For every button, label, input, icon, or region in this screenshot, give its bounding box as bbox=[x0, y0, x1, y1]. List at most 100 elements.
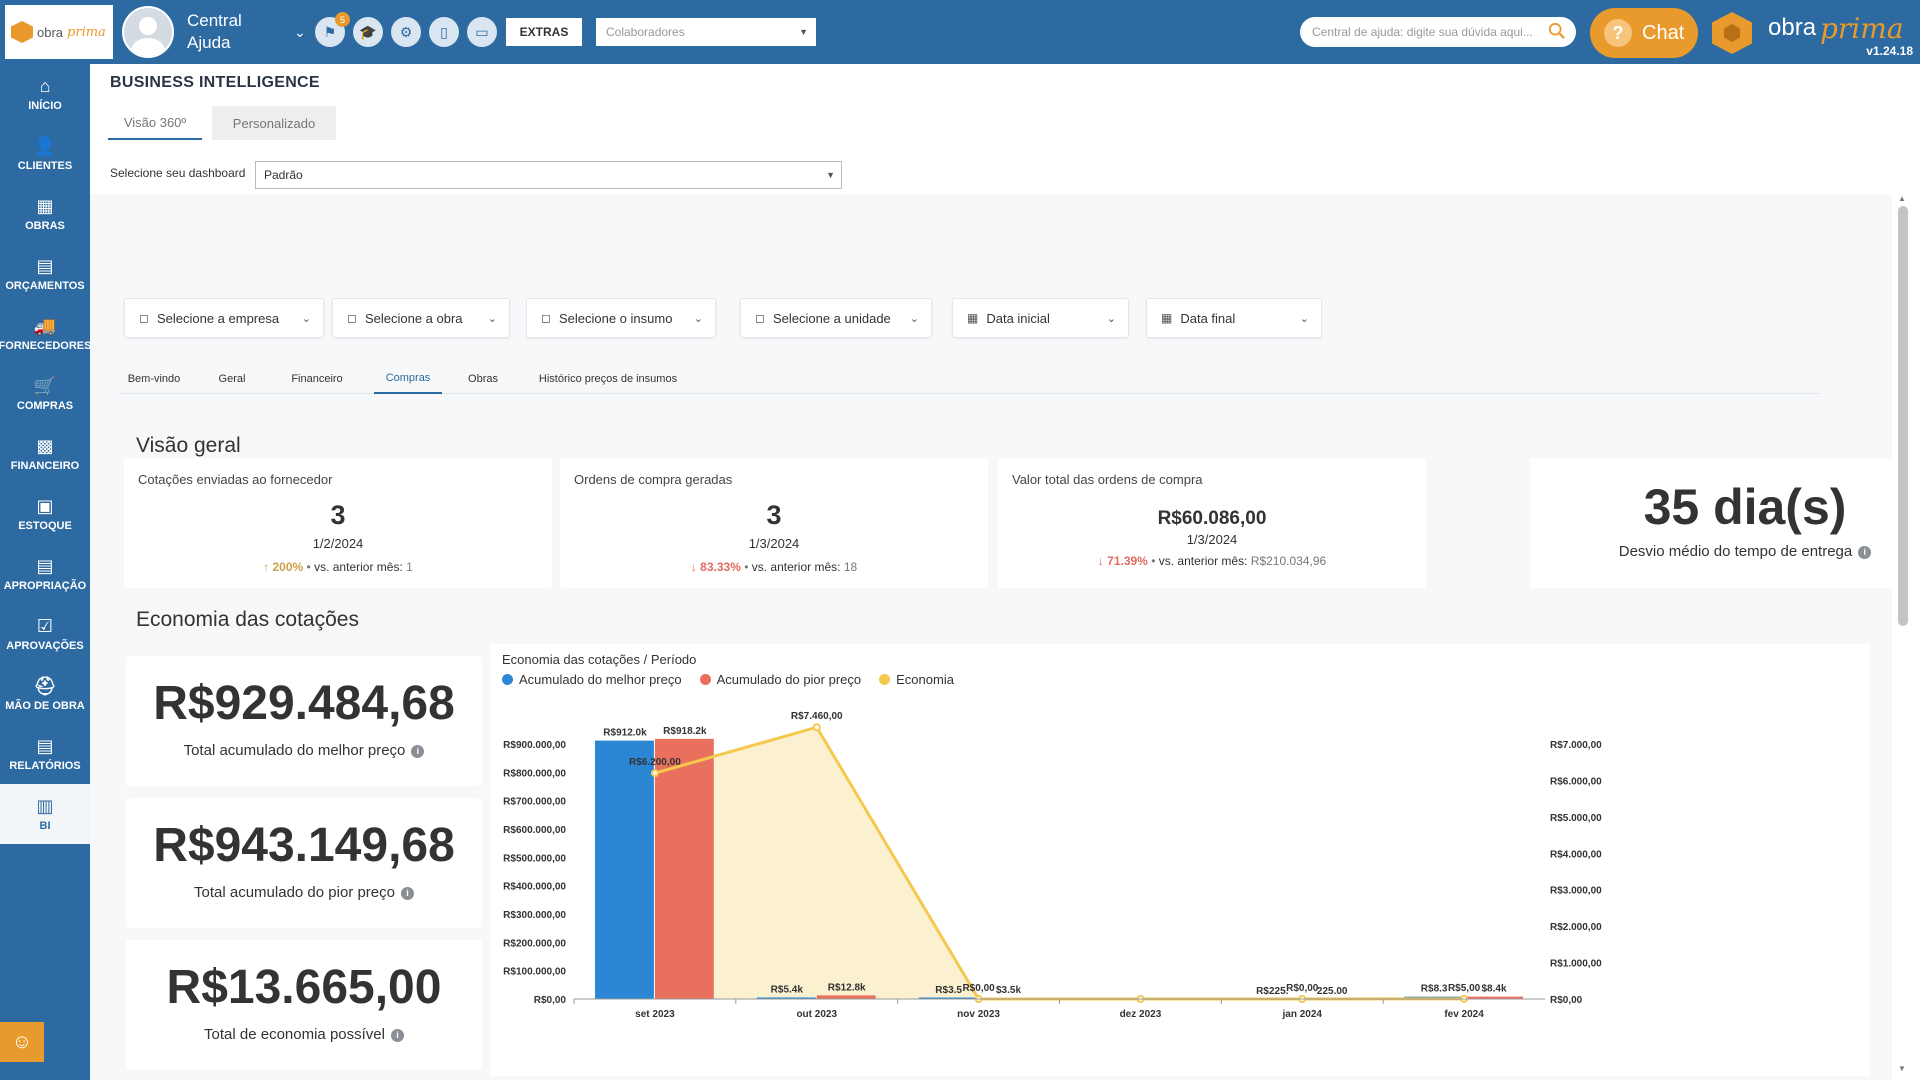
sidebar-item-or-amentos[interactable]: ▤ ORÇAMENTOS bbox=[0, 244, 90, 304]
chevron-down-icon: ⌄ bbox=[301, 312, 311, 325]
info-icon[interactable]: i bbox=[390, 1028, 404, 1042]
filter-selecione-o-insumo[interactable]: ◻ Selecione o insumo ⌄ bbox=[526, 298, 716, 338]
tab-personalizado[interactable]: Personalizado bbox=[212, 106, 336, 140]
notification-badge: 5 bbox=[335, 12, 350, 27]
x-tick-label: set 2023 bbox=[635, 1009, 675, 1020]
y-right-tick-label: R$1.000,00 bbox=[1550, 959, 1602, 970]
bi-tab-financeiro[interactable]: Financeiro bbox=[291, 373, 343, 385]
legend-item[interactable]: Economia bbox=[879, 672, 954, 687]
kpi-comparison: ↓ 83.33% • vs. anterior mês: 18 bbox=[560, 560, 988, 574]
sidebar-item-estoque[interactable]: ▣ ESTOQUE bbox=[0, 484, 90, 544]
app-logo[interactable]: obra prima bbox=[5, 5, 113, 59]
kpi-date: 1/3/2024 bbox=[748, 536, 800, 551]
sidebar-item-label: ORÇAMENTOS bbox=[5, 279, 85, 292]
x-tick-label: jan 2024 bbox=[1282, 1009, 1323, 1020]
monitor-icon[interactable]: ▭ bbox=[467, 17, 497, 47]
economy-total-card: R$943.149,68 Total acumulado do pior preç… bbox=[126, 798, 482, 928]
bi-tab-bem-vindo[interactable]: Bem-vindo bbox=[127, 373, 181, 385]
avatar[interactable] bbox=[122, 6, 174, 58]
bi-tab-geral[interactable]: Geral bbox=[218, 373, 246, 385]
bi-tab-hist-rico-pre-os-de-insumos[interactable]: Histórico preços de insumos bbox=[538, 373, 678, 385]
checklist-icon: ☑ bbox=[36, 615, 54, 636]
sidebar-item-relat-rios[interactable]: ▤ RELATÓRIOS bbox=[0, 724, 90, 784]
economy-title: Economia das cotações bbox=[136, 608, 359, 631]
economia-data-label: R$7.460,00 bbox=[791, 711, 843, 722]
filter-selecione-a-obra[interactable]: ◻ Selecione a obra ⌄ bbox=[332, 298, 510, 338]
page-title: BUSINESS INTELLIGENCE bbox=[110, 74, 320, 91]
sidebar-item-label: COMPRAS bbox=[16, 399, 74, 412]
sidebar-item-fornecedores[interactable]: 🚚 FORNECEDORES bbox=[0, 304, 91, 364]
bar-data-label: $3.5k bbox=[996, 985, 1021, 996]
sidebar-item-bi[interactable]: ▥ BI bbox=[0, 784, 90, 844]
sidebar-item-compras[interactable]: 🛒 COMPRAS bbox=[0, 364, 90, 424]
y-left-tick-label: R$200.000,00 bbox=[503, 938, 566, 949]
filter-data-final[interactable]: ▦ Data final ⌄ bbox=[1146, 298, 1322, 338]
economy-total-value: R$929.484,68 bbox=[153, 677, 455, 730]
kpi-compare-label: vs. anterior mês: bbox=[751, 560, 841, 574]
chart-legend: Acumulado do melhor preço Acumulado do pi… bbox=[502, 672, 954, 687]
economy-total-label: Total de economia possível bbox=[204, 1026, 385, 1043]
y-left-tick-label: R$600.000,00 bbox=[503, 825, 566, 836]
bi-tab-compras[interactable]: Compras bbox=[374, 364, 442, 394]
filter-selecione-a-unidade[interactable]: ◻ Selecione a unidade ⌄ bbox=[740, 298, 932, 338]
economia-data-label: R$0,00 bbox=[1286, 983, 1319, 994]
info-icon[interactable]: i bbox=[411, 744, 425, 758]
filter-data-inicial[interactable]: ▦ Data inicial ⌄ bbox=[952, 298, 1129, 338]
sidebar-item-in-cio[interactable]: ⌂ INÍCIO bbox=[0, 64, 90, 124]
sidebar-item-label: ESTOQUE bbox=[18, 519, 72, 532]
info-icon[interactable]: i bbox=[400, 886, 414, 900]
bar-melhor-preco bbox=[918, 997, 978, 999]
economy-total-label-row: Total acumulado do melhor preço i bbox=[126, 742, 482, 759]
caret-down-icon: ▼ bbox=[799, 27, 808, 37]
legend-dot bbox=[879, 674, 891, 685]
legend-item[interactable]: Acumulado do melhor preço bbox=[502, 672, 682, 687]
economy-total-label: Total acumulado do melhor preço bbox=[183, 742, 406, 759]
chevron-down-icon: ⌄ bbox=[693, 312, 703, 325]
search-icon[interactable] bbox=[1548, 22, 1566, 40]
sidebar-item-clientes[interactable]: 👤 CLIENTES bbox=[0, 124, 90, 184]
legend-item[interactable]: Acumulado do pior preço bbox=[699, 672, 861, 687]
filter-label: Data inicial bbox=[986, 310, 1050, 326]
info-icon[interactable]: i bbox=[1858, 545, 1872, 559]
sidebar-item-financeiro[interactable]: ▩ FINANCEIRO bbox=[0, 424, 90, 484]
bar-data-label: $8.4k bbox=[1482, 984, 1507, 995]
brand-word-2: prima bbox=[1820, 12, 1904, 45]
extras-button[interactable]: EXTRAS bbox=[506, 18, 582, 46]
kpi-percent: 83.33% bbox=[700, 560, 741, 574]
gear-icon[interactable]: ⚙ bbox=[391, 17, 421, 47]
graduation-cap-icon[interactable]: 🎓 bbox=[353, 17, 383, 47]
kpi-compare-label: vs. anterior mês: bbox=[1158, 554, 1248, 568]
filter-selecione-a-empresa[interactable]: ◻ Selecione a empresa ⌄ bbox=[124, 298, 324, 338]
chat-button[interactable]: ? Chat bbox=[1590, 8, 1698, 58]
bi-tab-obras[interactable]: Obras bbox=[468, 373, 498, 385]
dashboard-select[interactable]: Padrão ▼ bbox=[255, 161, 842, 189]
caret-down-icon: ▼ bbox=[826, 170, 835, 180]
scroll-down-arrow-icon[interactable]: ▼ bbox=[1898, 1064, 1906, 1073]
calculator-icon: ▩ bbox=[36, 435, 54, 456]
filter-label: Selecione o insumo bbox=[558, 310, 673, 326]
sidebar-item-obras[interactable]: ▦ OBRAS bbox=[0, 184, 90, 244]
scroll-up-arrow-icon[interactable]: ▲ bbox=[1898, 194, 1906, 203]
mobile-icon[interactable]: ▯ bbox=[429, 17, 459, 47]
overview-title: Visão geral bbox=[136, 434, 241, 457]
user-name[interactable]: Central Ajuda bbox=[187, 11, 242, 52]
scrollbar-thumb[interactable] bbox=[1898, 206, 1908, 626]
chat-float-icon[interactable]: ☺ bbox=[0, 1022, 44, 1062]
sidebar-item-apropria-o[interactable]: ▤ APROPRIAÇÃO bbox=[0, 544, 90, 604]
logo-text-italic: prima bbox=[67, 24, 106, 40]
bar-data-label: R$225. bbox=[1256, 986, 1288, 997]
chat-label: Chat bbox=[1642, 21, 1685, 44]
sidebar-item-m-o-de-obra[interactable]: ⛑ MÃO DE OBRA bbox=[0, 664, 90, 724]
bar-data-label: 225.00 bbox=[1317, 986, 1348, 997]
tab-visao-360[interactable]: Visão 360º bbox=[108, 106, 202, 140]
filter-label: Selecione a unidade bbox=[772, 310, 891, 326]
help-search-input[interactable]: Central de ajuda: digite sua dúvida aqui… bbox=[1300, 17, 1576, 47]
filter-label: Selecione a empresa bbox=[156, 310, 280, 326]
sidebar-item-aprova-es[interactable]: ☑ APROVAÇÕES bbox=[0, 604, 90, 664]
chevron-down-icon[interactable]: ⌄ bbox=[294, 24, 306, 40]
kpi-percent: 71.39% bbox=[1107, 554, 1148, 568]
building-icon: ▦ bbox=[36, 195, 54, 216]
economy-chart: R$0,00 R$100.000,00 R$200.000,00 R$300.000,… bbox=[503, 711, 1602, 1020]
colaboradores-select[interactable]: Colaboradores ▼ bbox=[596, 18, 816, 46]
version-label: v1.24.18 bbox=[1866, 44, 1913, 58]
